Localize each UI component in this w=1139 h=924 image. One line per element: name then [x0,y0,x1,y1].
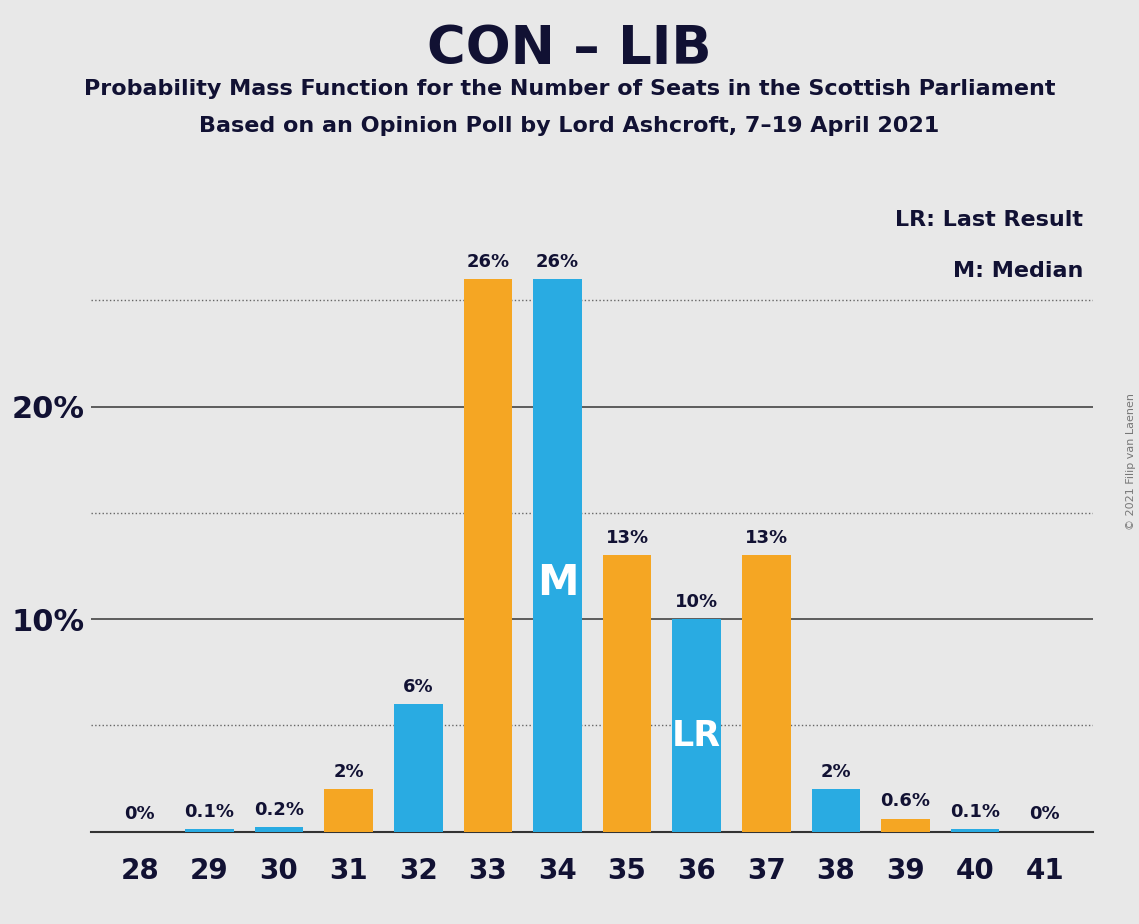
Bar [255,827,303,832]
Text: 13%: 13% [606,529,648,547]
Text: CON – LIB: CON – LIB [427,23,712,75]
Text: 0.2%: 0.2% [254,801,304,819]
Text: 0.1%: 0.1% [185,803,235,821]
Text: Based on an Opinion Poll by Lord Ashcroft, 7–19 April 2021: Based on an Opinion Poll by Lord Ashcrof… [199,116,940,136]
Bar [394,704,443,832]
Text: 2%: 2% [820,762,851,781]
Bar [672,619,721,832]
Text: 0.6%: 0.6% [880,793,931,810]
Bar [533,279,582,832]
Text: 10%: 10% [675,592,719,611]
Text: LR: LR [672,719,721,753]
Bar [464,279,513,832]
Text: M: M [536,562,579,604]
Text: LR: Last Result: LR: Last Result [895,210,1083,230]
Text: 0%: 0% [1030,805,1060,823]
Text: 0.1%: 0.1% [950,803,1000,821]
Text: 13%: 13% [745,529,788,547]
Bar [882,819,929,832]
Bar [325,789,372,832]
Text: M: Median: M: Median [953,261,1083,281]
Bar [811,789,860,832]
Bar [951,830,999,832]
Bar [741,555,790,832]
Bar [603,555,652,832]
Text: Probability Mass Function for the Number of Seats in the Scottish Parliament: Probability Mass Function for the Number… [84,79,1055,99]
Bar [185,830,233,832]
Text: © 2021 Filip van Laenen: © 2021 Filip van Laenen [1126,394,1136,530]
Text: 26%: 26% [466,252,509,271]
Text: 2%: 2% [334,762,364,781]
Text: 0%: 0% [124,805,155,823]
Text: 6%: 6% [403,677,434,696]
Text: 26%: 26% [536,252,579,271]
